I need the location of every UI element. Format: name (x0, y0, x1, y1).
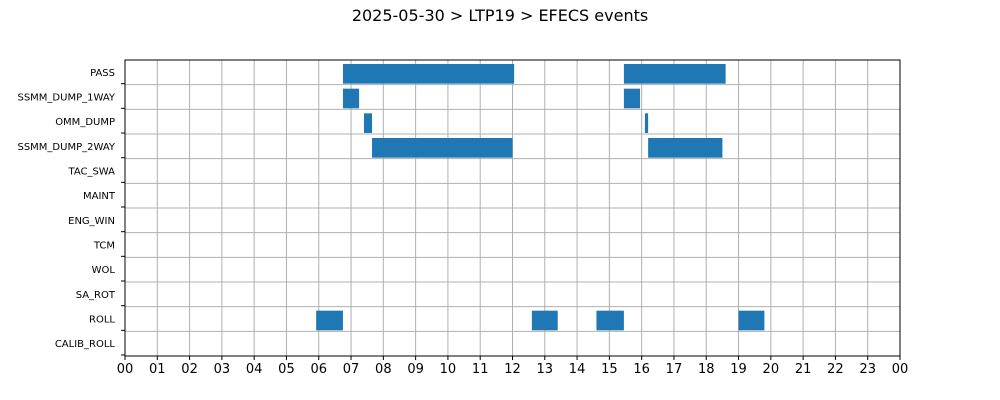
x-tick-label: 05 (278, 362, 295, 377)
event-bar-omm-dump (644, 113, 649, 133)
event-bars (316, 64, 765, 331)
x-tick-label: 01 (149, 362, 166, 377)
x-tick-label: 03 (214, 362, 231, 377)
x-tick-label: 15 (601, 362, 618, 377)
event-bar-roll (531, 310, 558, 331)
event-bar-ssmm-dump-1way (342, 88, 360, 109)
grid-lines (124, 60, 901, 356)
row-label: OMM_DUMP (55, 117, 115, 128)
x-tick-label: 06 (310, 362, 327, 377)
x-tick-label: 13 (537, 362, 554, 377)
x-tick-label: 04 (246, 362, 263, 377)
row-labels: PASS SSMM_DUMP_1WAY OMM_DUMP SSMM_DUMP_2WAY… (17, 68, 115, 350)
chart-title: 2025-05-30 > LTP19 > EFECS events (351, 6, 649, 25)
row-label: WOL (92, 265, 116, 276)
x-tick-label: 17 (666, 362, 683, 377)
event-bar-roll (738, 310, 765, 331)
x-tick-label: 07 (343, 362, 360, 377)
row-label: SA_ROT (76, 290, 116, 301)
row-label: ENG_WIN (68, 216, 115, 227)
event-bar-pass (623, 64, 726, 84)
row-label: SSMM_DUMP_1WAY (17, 93, 115, 104)
x-axis: 00 01 02 03 04 05 06 07 08 09 10 11 12 13 14 15 16 17 18 19… (117, 356, 909, 377)
event-bar-roll (596, 310, 624, 331)
x-tick-label: 18 (698, 362, 715, 377)
x-tick-label: 19 (730, 362, 747, 377)
event-bar-pass (342, 64, 515, 84)
row-label: SSMM_DUMP_2WAY (17, 142, 115, 153)
row-label: MAINT (83, 191, 116, 202)
row-label: TCM (93, 241, 115, 252)
x-tick-label: 08 (375, 362, 392, 377)
event-bar-roll (316, 310, 343, 331)
x-tick-label: 10 (440, 362, 457, 377)
x-tick-label: 00 (117, 362, 134, 377)
x-tick-label: 12 (504, 362, 521, 377)
row-label: CALIB_ROLL (55, 339, 116, 350)
x-tick-label: 22 (827, 362, 844, 377)
row-ticks (121, 83, 125, 356)
event-bar-ssmm-dump-2way (372, 138, 513, 158)
x-tick-label: 09 (407, 362, 424, 377)
event-bar-ssmm-dump-1way (623, 88, 641, 109)
event-bar-omm-dump (363, 113, 373, 133)
row-label: TAC_SWA (67, 167, 115, 178)
x-tick-label: 23 (859, 362, 876, 377)
x-tick-label: 00 (892, 362, 909, 377)
x-tick-label: 14 (569, 362, 586, 377)
x-tick-label: 20 (763, 362, 780, 377)
x-tick-label: 16 (633, 362, 650, 377)
x-tick-label: 11 (472, 362, 489, 377)
row-label: ROLL (89, 315, 115, 326)
x-tick-label: 02 (181, 362, 198, 377)
event-bar-ssmm-dump-2way (648, 138, 723, 158)
x-tick-label: 21 (795, 362, 812, 377)
row-label: PASS (90, 68, 115, 79)
